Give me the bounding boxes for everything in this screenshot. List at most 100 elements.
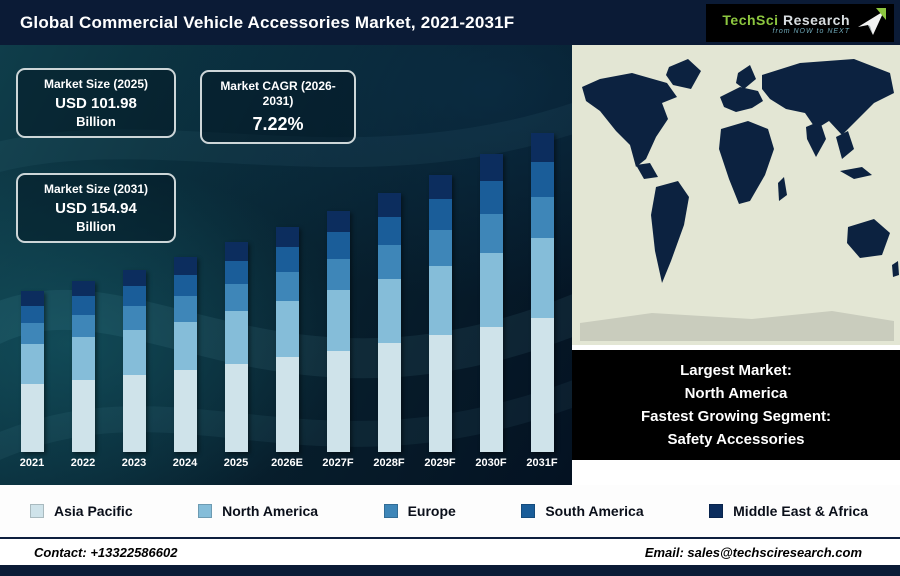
bar-segment-north-america	[275, 301, 299, 358]
legend-item-north-america: North America	[198, 503, 318, 519]
bar-segment-europe	[71, 314, 95, 338]
market-size-2025-value: USD 101.98	[55, 95, 137, 112]
market-size-2031-box: Market Size (2031) USD 154.94 Billion	[16, 173, 176, 243]
legend-swatch	[383, 504, 398, 518]
bottom-strip	[0, 565, 900, 576]
bar-segment-middle-east-africa	[326, 210, 350, 233]
bar-stack	[275, 226, 299, 452]
bar-column-2028F: 2028F	[367, 97, 411, 469]
legend-swatch	[709, 504, 724, 518]
stacked-bar-chart: 2021 2022 2023 2024 2025 2026E 2027F 2028F 2029F…	[10, 97, 564, 469]
title-bar: Global Commercial Vehicle Accessories Ma…	[0, 0, 900, 45]
bar-segment-south-america	[530, 161, 554, 197]
bar-segment-asia-pacific	[275, 357, 299, 452]
x-axis-label: 2021	[19, 457, 45, 469]
market-size-2025-box: Market Size (2025) USD 101.98 Billion	[16, 68, 176, 138]
bar-segment-europe	[224, 283, 248, 312]
bar-segment-south-america	[479, 181, 503, 215]
bar-segment-south-america	[428, 199, 452, 230]
bar-stack	[428, 174, 452, 452]
logo-tagline: from NOW to NEXT	[772, 27, 850, 35]
contact-phone: Contact: +13322586602	[34, 544, 178, 560]
bar-segment-europe	[479, 214, 503, 253]
x-axis-label: 2023	[121, 457, 147, 469]
bar-segment-middle-east-africa	[479, 154, 503, 182]
contact-bar: Contact: +13322586602 Email: sales@techs…	[0, 537, 900, 565]
fastest-segment-value: Safety Accessories	[667, 431, 805, 448]
bar-segment-asia-pacific	[428, 335, 452, 452]
largest-market-label: Largest Market:	[680, 362, 792, 379]
legend-label: Europe	[407, 503, 456, 519]
logo-brand-secondary: Research	[782, 11, 850, 28]
bar-segment-europe	[173, 296, 197, 322]
legend-swatch	[30, 504, 44, 518]
bar-segment-asia-pacific	[530, 317, 554, 452]
legend-item-south-america: South America	[521, 503, 644, 519]
bar-stack	[377, 193, 401, 452]
bar-stack	[224, 241, 248, 452]
x-axis-label: 2027F	[322, 457, 354, 469]
panel-gap	[572, 345, 900, 350]
bar-segment-europe	[377, 244, 401, 279]
bar-segment-asia-pacific	[479, 327, 503, 452]
bar-stack	[20, 291, 44, 452]
page-title: Global Commercial Vehicle Accessories Ma…	[20, 12, 515, 32]
bar-segment-south-america	[71, 296, 95, 315]
bar-segment-middle-east-africa	[275, 226, 299, 248]
world-map	[572, 45, 900, 345]
bar-column-2021: 2021	[10, 97, 54, 469]
bar-segment-north-america	[428, 266, 452, 336]
market-size-2031-label: Market Size (2031)	[43, 182, 149, 196]
bar-segment-north-america	[224, 311, 248, 364]
legend-item-europe: Europe	[383, 503, 456, 519]
bar-segment-south-america	[20, 305, 44, 324]
bar-segment-asia-pacific	[377, 343, 401, 452]
bar-segment-asia-pacific	[173, 370, 197, 452]
bar-segment-south-america	[173, 274, 197, 297]
bar-segment-south-america	[275, 247, 299, 272]
bar-segment-middle-east-africa	[173, 257, 197, 275]
world-map-image	[572, 45, 900, 345]
bar-segment-south-america	[224, 260, 248, 284]
bar-segment-middle-east-africa	[71, 280, 95, 297]
market-size-2031-unit: Billion	[76, 219, 116, 234]
bar-segment-north-america	[479, 252, 503, 328]
x-axis-label: 2024	[172, 457, 198, 469]
bar-segment-asia-pacific	[224, 363, 248, 452]
bar-segment-north-america	[530, 238, 554, 318]
logo-text: TechSci Research from NOW to NEXT	[722, 12, 850, 35]
bar-column-2026E: 2026E	[265, 97, 309, 469]
bar-segment-middle-east-africa	[428, 174, 452, 200]
bar-column-2022: 2022	[61, 97, 105, 469]
bar-column-2024: 2024	[163, 97, 207, 469]
market-size-2025-label: Market Size (2025)	[43, 77, 149, 91]
bar-stack	[530, 133, 554, 452]
bar-segment-north-america	[377, 278, 401, 344]
bar-segment-europe	[122, 306, 146, 330]
x-axis-label: 2028F	[373, 457, 405, 469]
market-cagr-label: Market CAGR (2026-2031)	[220, 79, 336, 108]
bar-stack	[173, 257, 197, 452]
bar-segment-asia-pacific	[326, 350, 350, 452]
bar-segment-europe	[326, 258, 350, 291]
bar-segment-asia-pacific	[20, 384, 44, 452]
bar-segment-europe	[428, 229, 452, 267]
bar-segment-south-america	[377, 216, 401, 245]
bar-segment-north-america	[122, 329, 146, 376]
x-axis-label: 2029F	[424, 457, 456, 469]
legend-item-middle-east-africa: Middle East & Africa	[709, 503, 868, 519]
bar-segment-middle-east-africa	[122, 269, 146, 287]
legend-swatch	[198, 504, 213, 518]
x-axis-label: 2022	[70, 457, 96, 469]
market-size-2025-unit: Billion	[76, 114, 116, 129]
x-axis-label: 2031F	[526, 457, 558, 469]
bar-segment-europe	[275, 271, 299, 302]
bar-column-2027F: 2027F	[316, 97, 360, 469]
contact-email: Email: sales@techsciresearch.com	[644, 544, 862, 560]
bar-stack	[326, 210, 350, 452]
bar-segment-north-america	[326, 290, 350, 351]
legend-swatch	[521, 504, 536, 518]
x-axis-label: 2025	[223, 457, 249, 469]
bar-stack	[71, 280, 95, 452]
bar-segment-middle-east-africa	[224, 241, 248, 261]
